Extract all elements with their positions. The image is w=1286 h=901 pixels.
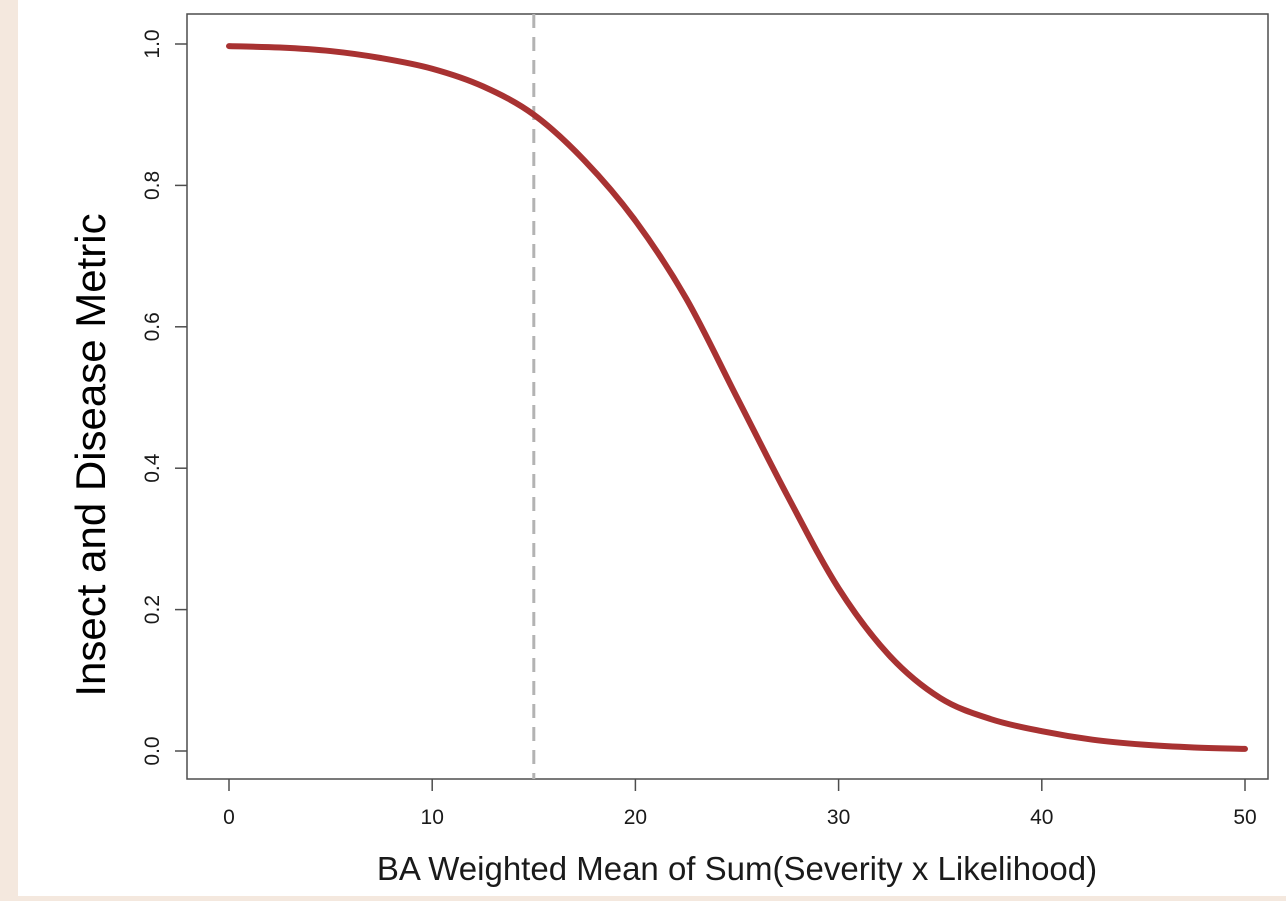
plot-frame bbox=[186, 13, 1269, 780]
axes-layer: 0 10 20 30 40 50 0.0 0.2 0.4 0.6 0.8 1.0 bbox=[141, 13, 1269, 829]
x-tick-label: 50 bbox=[1233, 806, 1256, 829]
y-tick-label: 0.2 bbox=[141, 595, 164, 624]
series-layer bbox=[226, 43, 1248, 752]
y-tick-label: 0.6 bbox=[141, 312, 164, 341]
x-tick-label: 20 bbox=[624, 806, 647, 829]
x-tick-label: 30 bbox=[827, 806, 850, 829]
y-tick-label: 0.0 bbox=[141, 736, 164, 765]
y-axis-label: Insect and Disease Metric bbox=[67, 213, 114, 696]
series-line bbox=[226, 43, 1248, 752]
x-axis-label: BA Weighted Mean of Sum(Severity x Likel… bbox=[377, 850, 1097, 887]
x-tick-label: 0 bbox=[223, 806, 235, 829]
y-tick-label: 0.8 bbox=[141, 171, 164, 200]
chart-panel: 0 10 20 30 40 50 0.0 0.2 0.4 0.6 0.8 1.0 BA Weighte… bbox=[18, 0, 1286, 896]
y-tick-label: 0.4 bbox=[141, 453, 164, 483]
y-tick-label: 1.0 bbox=[141, 29, 164, 58]
x-tick-label: 40 bbox=[1030, 806, 1053, 829]
x-tick-label: 10 bbox=[421, 806, 444, 829]
chart: 0 10 20 30 40 50 0.0 0.2 0.4 0.6 0.8 1.0 BA Weighte… bbox=[67, 13, 1269, 887]
